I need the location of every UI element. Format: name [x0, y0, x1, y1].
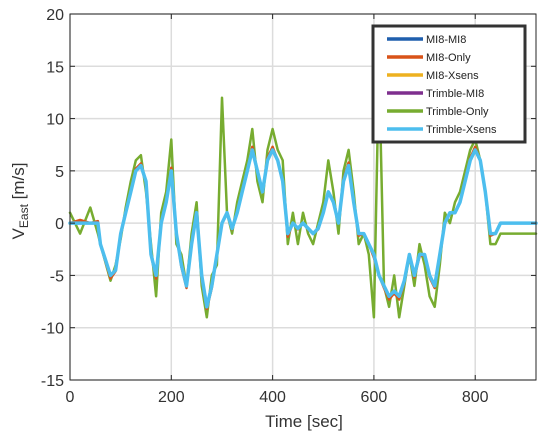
legend-box	[371, 24, 527, 144]
x-tick-label: 0	[66, 389, 75, 406]
y-axis-label-unit: [m/s]	[9, 163, 28, 205]
legend-label: Trimble-Only	[426, 106, 489, 118]
legend-label: MI8-Only	[426, 52, 471, 64]
y-axis-label: VEast [m/s]	[9, 163, 31, 240]
y-tick-label: 5	[55, 164, 64, 181]
x-tick-label: 200	[158, 389, 185, 406]
x-tick-label: 600	[361, 389, 388, 406]
legend-label: MI8-MI8	[426, 34, 466, 46]
series-layer	[68, 65, 538, 319]
x-axis-label: Time [sec]	[265, 412, 343, 431]
y-axis-label-subscript: East	[17, 203, 31, 228]
x-tick-label: 800	[462, 389, 489, 406]
y-tick-label: -10	[41, 321, 64, 338]
y-tick-label: -15	[41, 373, 64, 390]
legend-label: Trimble-Xsens	[426, 124, 497, 136]
y-tick-label: 15	[46, 59, 64, 76]
plot-frame	[69, 13, 537, 381]
series-line-trimble-xsens	[68, 148, 538, 309]
legend-label: MI8-Xsens	[426, 70, 479, 82]
x-tick-label: 400	[259, 389, 286, 406]
y-tick-label: 20	[46, 7, 64, 24]
legend: MI8-MI8 MI8-Only MI8-Xsens Trimble-MI8 Trimb…	[371, 24, 527, 144]
y-tick-label: 10	[46, 112, 64, 129]
axes	[69, 13, 537, 381]
y-tick-label: 0	[55, 216, 64, 233]
legend-label: Trimble-MI8	[426, 88, 484, 100]
tick-labels: 0 200 400 600 800 -15 -10 -5 0 5 10 15 20	[41, 7, 489, 406]
y-axis-label-main: V	[9, 227, 28, 239]
y-tick-label: -5	[50, 268, 64, 285]
